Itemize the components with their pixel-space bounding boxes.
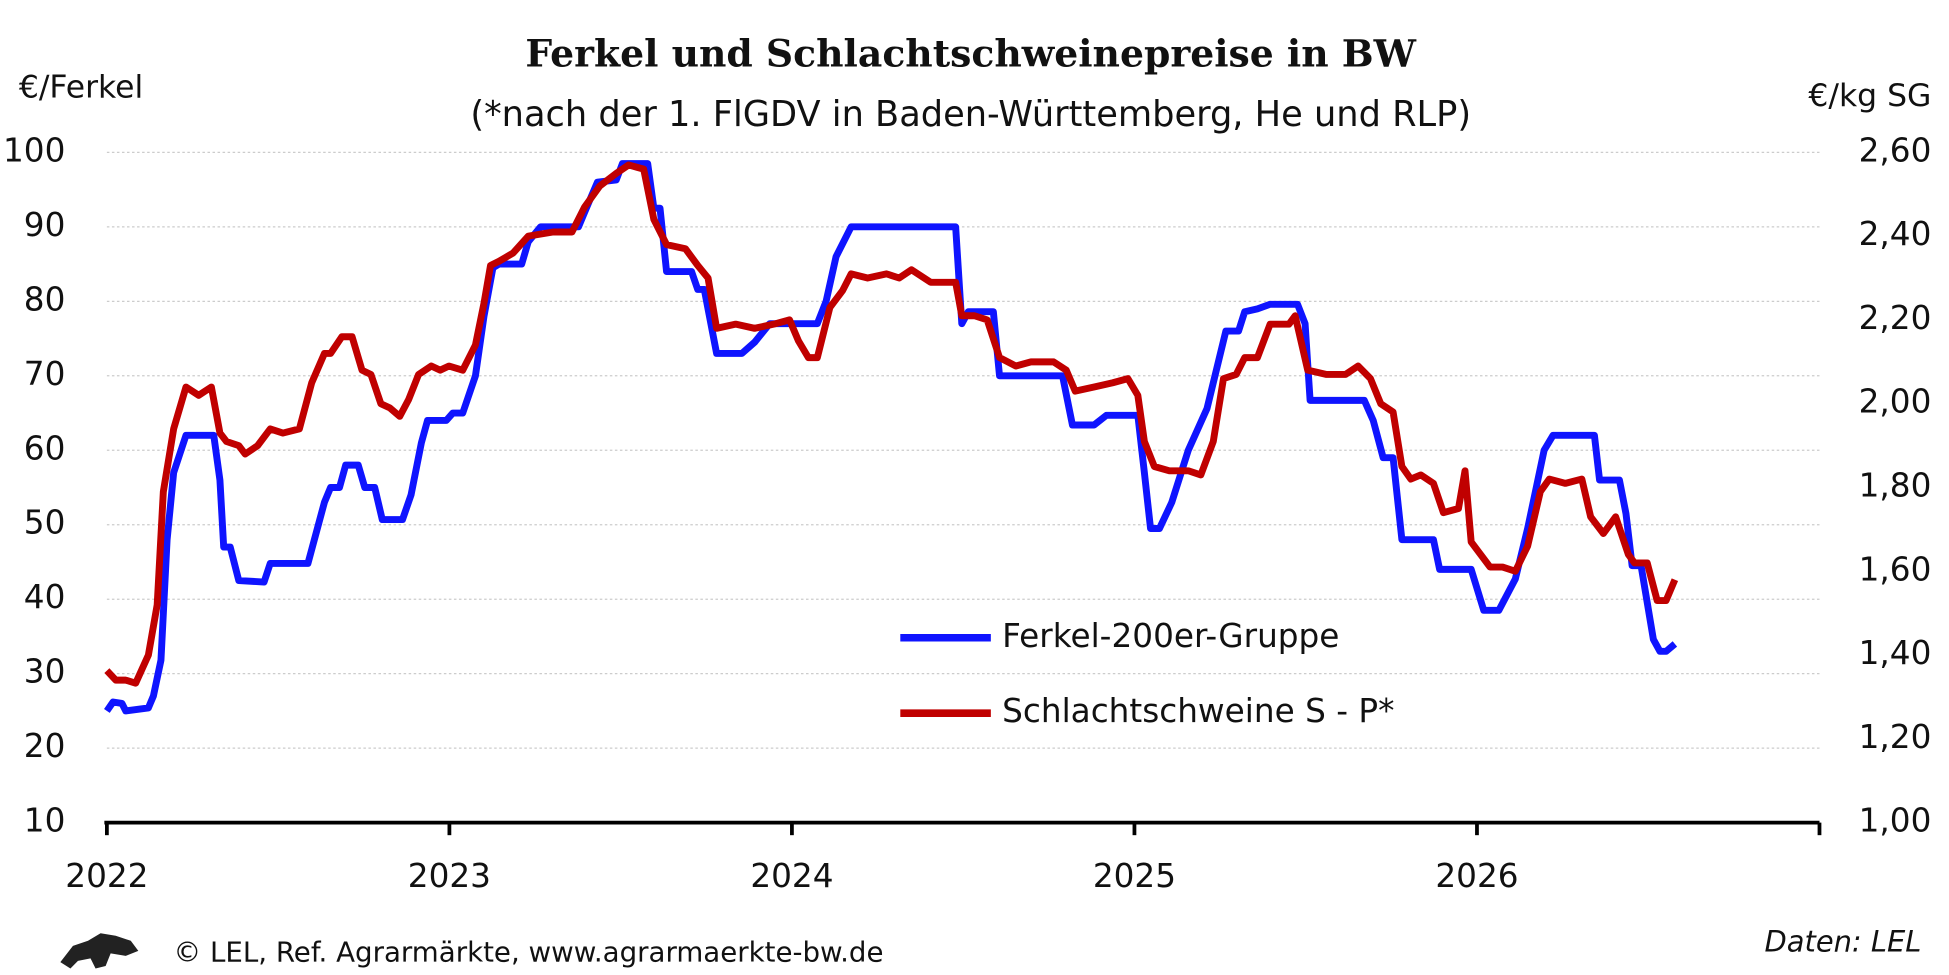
y2-tick-label: 2,20 [1859, 299, 1932, 337]
source: Daten: LEL [1765, 924, 1922, 958]
chart-subtitle: (*nach der 1. FlGDV in Baden-Württemberg… [470, 94, 1471, 135]
y-tick-label: 40 [24, 578, 66, 616]
y2-axis-label: €/kg SG [1808, 78, 1931, 114]
x-tick-label: 2026 [1435, 857, 1518, 895]
x-tick-label: 2023 [408, 857, 491, 895]
x-tick-label: 2022 [65, 857, 148, 895]
footer: © LEL, Ref. Agrarmärkte, www.agrarmaerkt… [174, 935, 884, 968]
y-tick-label: 70 [24, 355, 66, 393]
y2-tick-label: 1,80 [1859, 467, 1932, 505]
x-tick-label: 2025 [1093, 857, 1176, 895]
y-tick-label: 20 [24, 727, 66, 765]
logo [60, 933, 139, 969]
y-axis-label: €/Ferkel [19, 69, 143, 105]
y2-tick-label: 1,60 [1859, 550, 1932, 588]
legend-label: Schlachtschweine S - P* [1002, 692, 1394, 730]
legend-label: Ferkel-200er-Gruppe [1002, 617, 1339, 655]
y-tick-label: 60 [24, 429, 66, 467]
y-tick-label: 80 [24, 280, 66, 318]
series-line [104, 160, 1678, 715]
y-tick-label: 100 [3, 131, 65, 169]
y2-tick-label: 2,60 [1859, 131, 1932, 169]
y-tick-label: 90 [24, 206, 66, 244]
y-tick-label: 30 [24, 653, 66, 691]
y2-tick-label: 1,20 [1859, 718, 1932, 756]
y2-tick-label: 2,00 [1859, 383, 1932, 421]
y-tick-label: 50 [24, 504, 66, 542]
y2-tick-label: 1,00 [1859, 802, 1932, 840]
series-line [104, 161, 1679, 687]
y-tick-label: 10 [24, 802, 66, 840]
x-tick-label: 2024 [750, 857, 833, 895]
chart-title: Ferkel und Schlachtschweinepreise in BW [525, 31, 1416, 75]
y2-tick-label: 1,40 [1859, 634, 1932, 672]
y2-tick-label: 2,40 [1859, 215, 1932, 253]
